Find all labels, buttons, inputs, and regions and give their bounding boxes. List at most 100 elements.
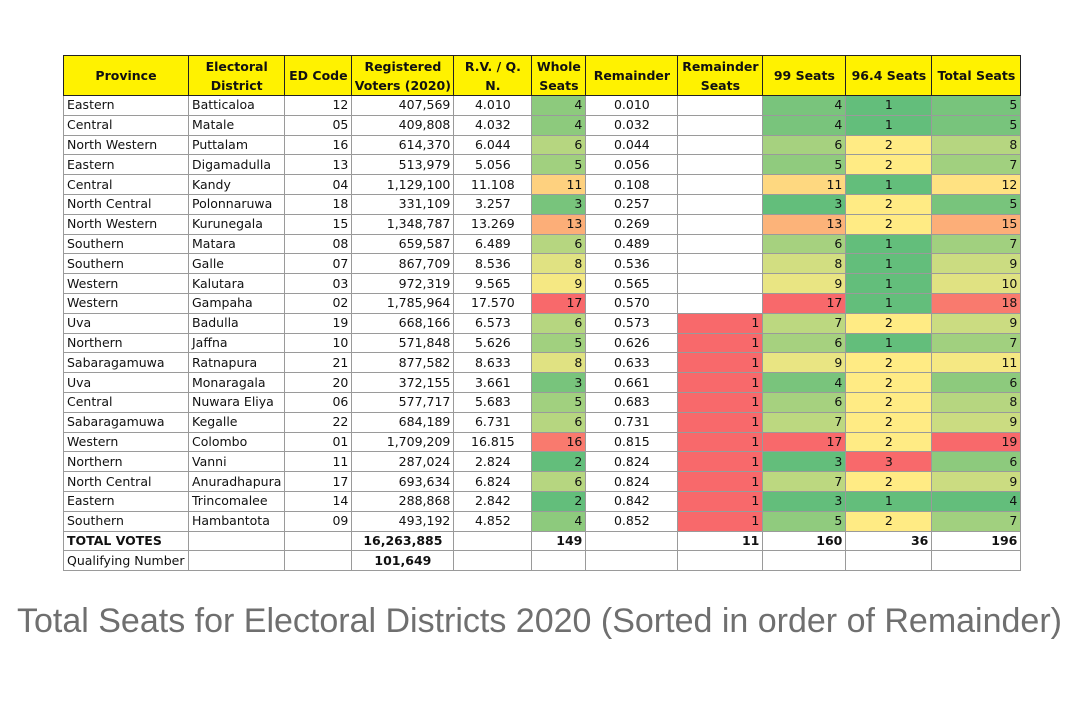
cell-total-seats: 7 (931, 332, 1022, 354)
cell-district: Galle (187, 253, 286, 275)
cell-ed-code: 11 (284, 451, 353, 473)
qualifying-row: Qualifying Number 101,649 (63, 550, 1022, 572)
cell-district: Matale (187, 114, 286, 136)
cell-96-4-seats: 1 (845, 253, 933, 275)
cell-ed-code: 08 (284, 233, 353, 255)
cell-96-4-seats: 2 (845, 134, 933, 156)
cell-96-4-seats: 2 (845, 193, 933, 215)
cell-whole-seats: 4 (531, 95, 587, 116)
qualifying-empty (531, 550, 587, 572)
cell-ed-code: 15 (284, 213, 353, 235)
cell-rv-qn: 17.570 (453, 292, 533, 314)
cell-registered-voters: 877,582 (351, 352, 455, 374)
cell-registered-voters: 1,129,100 (351, 174, 455, 195)
totals-empty (453, 530, 533, 552)
cell-total-seats: 5 (931, 95, 1022, 116)
cell-remainder-seats: 1 (677, 352, 764, 374)
cell-rv-qn: 13.269 (453, 213, 533, 235)
cell-ed-code: 16 (284, 134, 353, 156)
cell-99-seats: 4 (762, 372, 847, 393)
cell-remainder-seats: 1 (677, 451, 764, 473)
cell-whole-seats: 17 (531, 292, 587, 314)
seats-table: Province Electoral District ED Code Regi… (63, 55, 1022, 572)
cell-whole-seats: 3 (531, 193, 587, 215)
cell-whole-seats: 8 (531, 253, 587, 275)
cell-total-seats: 6 (931, 451, 1022, 473)
cell-96-4-seats: 2 (845, 352, 933, 374)
cell-registered-voters: 668,166 (351, 312, 455, 334)
cell-rv-qn: 3.661 (453, 372, 533, 393)
cell-99-seats: 11 (762, 174, 847, 195)
cell-registered-voters: 693,634 (351, 471, 455, 492)
cell-total-seats: 6 (931, 372, 1022, 393)
cell-registered-voters: 493,192 (351, 510, 455, 532)
cell-total-seats: 15 (931, 213, 1022, 235)
cell-remainder-seats (677, 253, 764, 275)
totals-voters: 16,263,885 (351, 530, 455, 552)
cell-district: Kurunegala (187, 213, 286, 235)
table-row: Central Nuwara Eliya 06 577,717 5.683 5 0.683 1… (63, 391, 1022, 413)
table-row: Northern Vanni 11 287,024 2.824 2 0.824 1 3 3 6 (63, 451, 1022, 473)
header-total-seats: Total Seats (931, 55, 1022, 96)
cell-district: Colombo (187, 431, 286, 453)
cell-whole-seats: 2 (531, 451, 587, 473)
cell-rv-qn: 6.824 (453, 471, 533, 492)
cell-99-seats: 9 (762, 352, 847, 374)
table-row: Southern Galle 07 867,709 8.536 8 0.536 8 1 9 (63, 253, 1022, 275)
cell-ed-code: 20 (284, 372, 353, 393)
cell-registered-voters: 614,370 (351, 134, 455, 156)
cell-remainder-seats (677, 95, 764, 116)
cell-registered-voters: 287,024 (351, 451, 455, 473)
qualifying-empty (845, 550, 933, 572)
cell-rv-qn: 8.633 (453, 352, 533, 374)
cell-remainder-seats: 1 (677, 431, 764, 453)
cell-remainder: 0.489 (585, 233, 679, 255)
cell-96-4-seats: 1 (845, 174, 933, 195)
cell-province: Eastern (63, 490, 189, 512)
cell-remainder: 0.824 (585, 451, 679, 473)
header-province: Province (63, 55, 189, 96)
cell-province: Sabaragamuwa (63, 352, 189, 374)
cell-ed-code: 12 (284, 95, 353, 116)
table-row: Uva Monaragala 20 372,155 3.661 3 0.661 1 4 2 6 (63, 372, 1022, 393)
cell-province: Uva (63, 372, 189, 393)
cell-99-seats: 8 (762, 253, 847, 275)
cell-registered-voters: 684,189 (351, 411, 455, 433)
cell-remainder-seats (677, 213, 764, 235)
cell-registered-voters: 571,848 (351, 332, 455, 354)
table-row: North Central Anuradhapura 17 693,634 6.824 6… (63, 471, 1022, 492)
cell-99-seats: 6 (762, 391, 847, 413)
cell-99-seats: 3 (762, 451, 847, 473)
cell-ed-code: 01 (284, 431, 353, 453)
cell-total-seats: 9 (931, 411, 1022, 433)
cell-ed-code: 22 (284, 411, 353, 433)
cell-district: Matara (187, 233, 286, 255)
cell-remainder-seats: 1 (677, 471, 764, 492)
cell-total-seats: 5 (931, 114, 1022, 136)
qualifying-empty (931, 550, 1022, 572)
cell-district: Nuwara Eliya (187, 391, 286, 413)
cell-remainder: 0.056 (585, 154, 679, 176)
table-row: Western Gampaha 02 1,785,964 17.570 17 0.570 17… (63, 292, 1022, 314)
cell-district: Ratnapura (187, 352, 286, 374)
cell-province: Central (63, 174, 189, 195)
cell-96-4-seats: 3 (845, 451, 933, 473)
cell-99-seats: 7 (762, 312, 847, 334)
cell-remainder: 0.683 (585, 391, 679, 413)
cell-total-seats: 5 (931, 193, 1022, 215)
totals-empty (187, 530, 286, 552)
cell-district: Batticaloa (187, 95, 286, 116)
cell-remainder-seats: 1 (677, 391, 764, 413)
cell-district: Trincomalee (187, 490, 286, 512)
cell-ed-code: 19 (284, 312, 353, 334)
header-registered-voters: Registered Voters (2020) (351, 55, 455, 96)
cell-total-seats: 11 (931, 352, 1022, 374)
cell-whole-seats: 6 (531, 134, 587, 156)
cell-remainder-seats: 1 (677, 490, 764, 512)
cell-ed-code: 02 (284, 292, 353, 314)
cell-province: Western (63, 431, 189, 453)
qualifying-label: Qualifying Number (63, 550, 189, 572)
cell-remainder-seats (677, 174, 764, 195)
cell-whole-seats: 6 (531, 411, 587, 433)
cell-remainder: 0.852 (585, 510, 679, 532)
